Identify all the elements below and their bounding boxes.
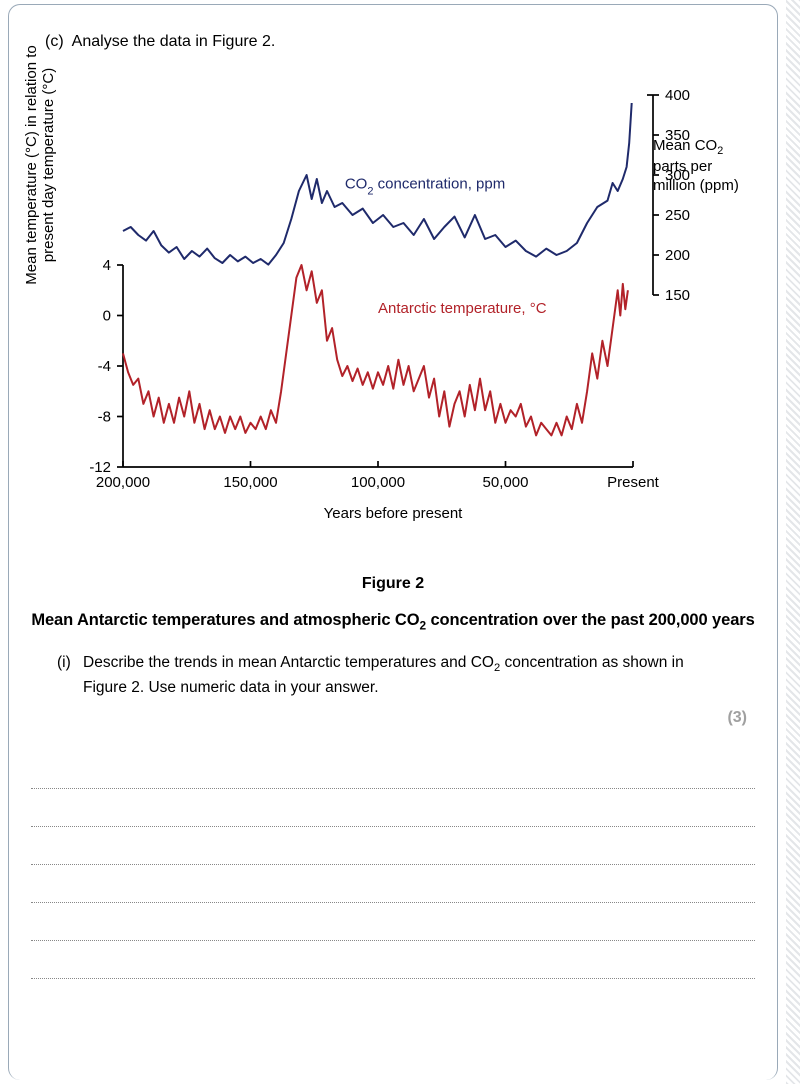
y-right-l1: Mean CO: [653, 137, 717, 154]
svg-text:250: 250: [665, 207, 690, 224]
svg-text:150: 150: [665, 287, 690, 304]
fig-sub-1: Mean Antarctic temperatures and atmosphe…: [31, 611, 419, 629]
svg-text:Present: Present: [607, 474, 660, 491]
answer-line[interactable]: [31, 789, 755, 827]
svg-text:200: 200: [665, 247, 690, 264]
figure-subcaption: Mean Antarctic temperatures and atmosphe…: [31, 611, 755, 632]
svg-text:100,000: 100,000: [351, 474, 405, 491]
part-text: Analyse the data in Figure 2.: [72, 33, 276, 50]
figure-caption: Figure 2: [31, 575, 755, 593]
y-right-l2: parts per: [653, 158, 712, 175]
figure-2-chart: 40-4-8-12200,000150,000100,00050,000Pres…: [31, 65, 755, 535]
svg-text:-4: -4: [98, 358, 111, 375]
answer-line[interactable]: [31, 751, 755, 789]
y-right-axis-label: Mean CO2 parts per million (ppm): [653, 137, 751, 196]
svg-text:-8: -8: [98, 409, 111, 426]
answer-line[interactable]: [31, 827, 755, 865]
answer-line[interactable]: [31, 903, 755, 941]
fig-sub-2: concentration over the past 200,000 year…: [426, 611, 755, 629]
sub-text-1: Describe the trends in mean Antarctic te…: [83, 654, 494, 671]
marks-available: (3): [31, 709, 747, 727]
svg-text:150,000: 150,000: [223, 474, 277, 491]
svg-text:400: 400: [665, 87, 690, 104]
question-c-header: (c) Analyse the data in Figure 2.: [45, 33, 755, 51]
y-right-l3: million (ppm): [653, 177, 739, 194]
page-frame: (c) Analyse the data in Figure 2. 4 0 -4 -8…: [8, 4, 778, 1080]
y-left-axis-label: Mean temperature (°C) in relation to pre…: [23, 25, 57, 305]
y-left-line1: Mean temperature (°C) in relation to: [23, 45, 40, 284]
sub-roman: (i): [57, 652, 71, 674]
chart-svg: 40-4-8-12200,000150,000100,00050,000Pres…: [31, 65, 761, 495]
answer-line[interactable]: [31, 941, 755, 979]
svg-text:Antarctic temperature, °C: Antarctic temperature, °C: [378, 300, 547, 317]
svg-text:50,000: 50,000: [483, 474, 529, 491]
svg-text:4: 4: [103, 257, 111, 274]
margin-hatch: [786, 0, 800, 1084]
answer-line[interactable]: [31, 865, 755, 903]
x-axis-label: Years before present: [31, 505, 755, 522]
svg-text:200,000: 200,000: [96, 474, 150, 491]
svg-text:0: 0: [103, 308, 111, 325]
svg-text:CO2 concentration, ppm: CO2 concentration, ppm: [345, 176, 505, 198]
y-left-line2: present day temperature (°C): [40, 25, 57, 305]
answer-lines-area[interactable]: [31, 751, 755, 979]
question-c-i: (i) Describe the trends in mean Antarcti…: [83, 652, 725, 699]
